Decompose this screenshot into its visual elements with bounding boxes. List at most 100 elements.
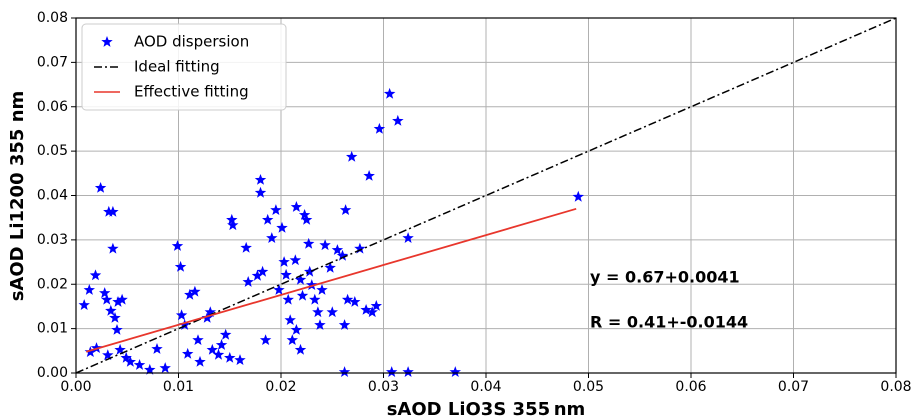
data-point: [204, 306, 216, 318]
y-tick-label: 0.03: [37, 232, 68, 248]
data-point: [280, 268, 292, 280]
data-point: [373, 122, 386, 134]
data-point: [192, 334, 204, 345]
x-tick-label: 0.00: [60, 379, 91, 395]
data-point: [194, 355, 206, 367]
data-point: [309, 293, 321, 305]
x-tick-label: 0.02: [265, 379, 296, 395]
data-point: [144, 363, 156, 375]
x-tick-label: 0.06: [675, 379, 706, 395]
legend: AOD dispersion Ideal fitting Effective fit…: [81, 23, 287, 111]
data-point: [240, 241, 252, 253]
data-point: [316, 284, 328, 295]
data-point: [449, 366, 461, 377]
data-point: [178, 319, 191, 330]
data-point: [273, 284, 285, 295]
data-point: [331, 244, 344, 255]
data-point: [102, 349, 114, 361]
data-point: [182, 347, 194, 359]
data-point: [312, 306, 324, 318]
data-point: [341, 293, 354, 305]
data-point: [159, 362, 171, 373]
x-tick-label: 0.04: [470, 379, 501, 395]
y-tick-label: 0.06: [37, 99, 68, 115]
data-point: [294, 343, 307, 355]
data-point: [107, 205, 119, 217]
data-point: [184, 288, 196, 300]
plot-frame: [75, 17, 897, 374]
data-point: [114, 343, 126, 355]
data-point: [215, 339, 228, 350]
data-point: [319, 239, 331, 251]
data-point: [89, 269, 102, 281]
annotation: R = 0.41+-0.0144: [590, 313, 748, 332]
data-point: [370, 300, 382, 311]
fit-line: [85, 207, 577, 353]
legend-label: Effective fitting: [134, 83, 249, 101]
data-point: [105, 304, 117, 316]
data-point: [78, 299, 90, 310]
data-point: [254, 174, 267, 185]
data-point: [270, 204, 282, 215]
data-point: [304, 265, 316, 277]
data-point: [349, 296, 361, 307]
data-point: [300, 213, 313, 225]
data-point: [151, 343, 163, 354]
data-point: [227, 219, 239, 231]
data-point: [189, 285, 201, 297]
data-point: [278, 256, 290, 267]
data-point: [212, 348, 225, 360]
data-point: [251, 269, 264, 281]
annotation: y = 0.67+0.0041: [590, 268, 740, 287]
data-point: [360, 304, 372, 315]
data-point: [290, 201, 303, 212]
data-point: [324, 261, 336, 273]
data-point: [402, 366, 414, 377]
data-point: [289, 254, 302, 266]
data-point: [286, 334, 298, 345]
data-point: [262, 213, 274, 225]
data-point: [99, 287, 111, 298]
y-tick-label: 0.08: [37, 10, 68, 26]
data-point: [284, 314, 296, 325]
data-point: [133, 359, 146, 370]
data-point: [84, 346, 97, 357]
data-point: [234, 354, 246, 365]
data-point: [124, 355, 136, 367]
data-point: [259, 334, 272, 345]
data-point: [226, 213, 238, 225]
data-point: [266, 232, 278, 243]
data-point: [90, 342, 103, 353]
x-tick-label: 0.05: [573, 379, 604, 395]
data-point: [296, 289, 309, 301]
data-point: [339, 204, 352, 215]
data-point: [383, 87, 396, 99]
data-point: [294, 273, 307, 285]
data-point: [94, 182, 107, 193]
data-point: [338, 319, 351, 330]
data-point: [219, 328, 232, 340]
data-point: [392, 114, 404, 126]
data-point: [175, 309, 188, 321]
legend-box: [81, 23, 287, 111]
data-point: [346, 150, 358, 162]
legend-label: AOD dispersion: [134, 33, 249, 51]
data-point: [386, 366, 398, 377]
y-tick-label: 0.04: [37, 188, 68, 204]
fit-line: [75, 17, 897, 374]
x-tick-label: 0.03: [368, 379, 399, 395]
data-point: [112, 296, 124, 307]
data-point: [336, 249, 349, 261]
data-point: [282, 293, 294, 305]
data-point: [306, 279, 318, 290]
data-point: [326, 306, 338, 318]
data-point: [174, 260, 187, 272]
legend-label: Ideal fitting: [134, 58, 220, 76]
data-point: [107, 242, 119, 254]
data-point: [111, 324, 123, 335]
y-tick-label: 0.01: [37, 321, 68, 337]
data-point: [206, 343, 218, 355]
y-tick-label: 0.05: [37, 143, 68, 159]
data-point: [256, 265, 269, 277]
